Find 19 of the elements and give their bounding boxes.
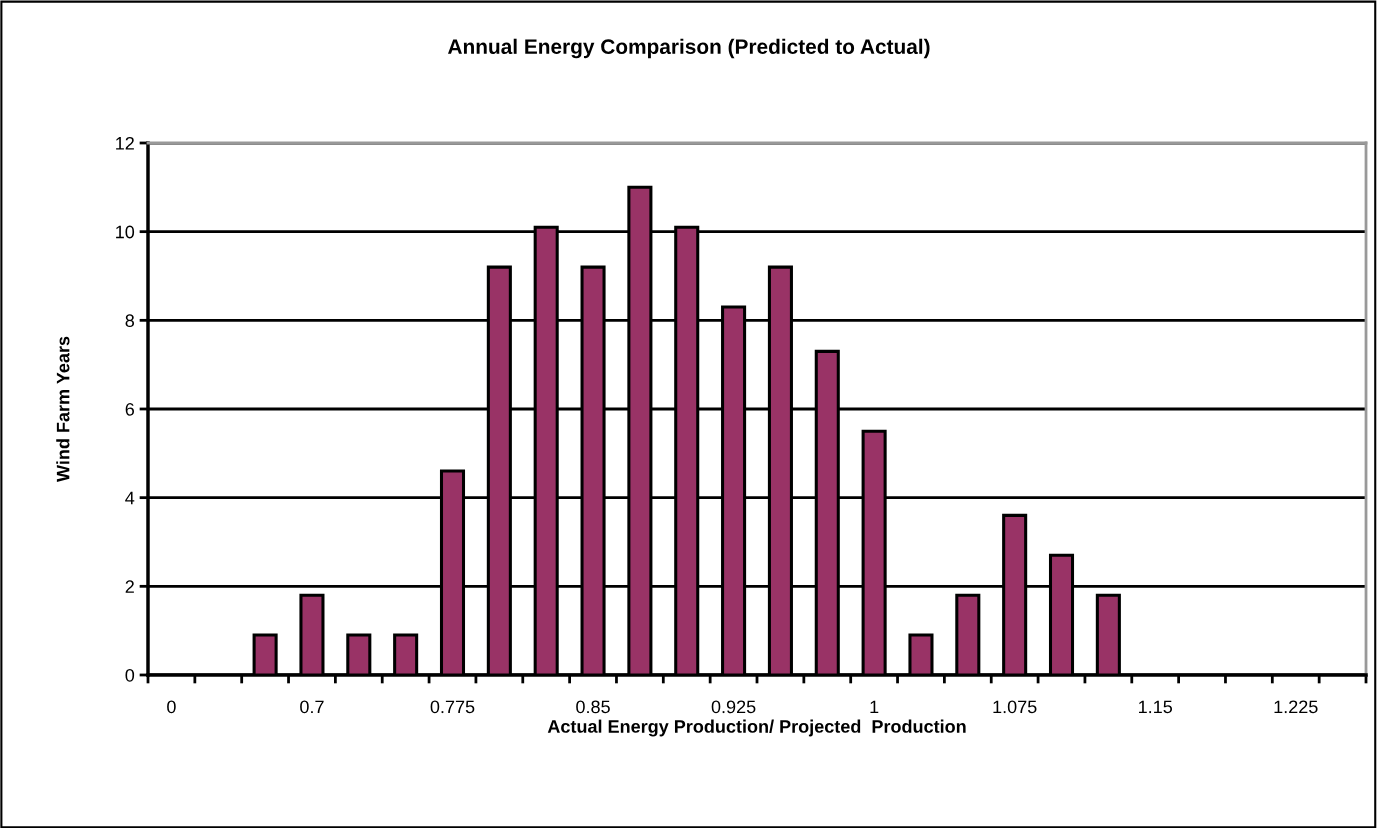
x-tick-label: 0.7 [300, 700, 324, 714]
x-tick-label: 0.775 [430, 700, 475, 714]
y-tick-label: 4 [125, 491, 135, 505]
y-tick-label: 12 [116, 136, 134, 150]
y-axis-title: Wind Farm Years [56, 336, 70, 482]
y-tick-label: 10 [116, 225, 135, 239]
y-tick-label: 6 [125, 402, 135, 416]
y-tick-label: 0 [125, 668, 135, 682]
x-tick-label: 1.225 [1274, 700, 1318, 714]
x-tick-label: 0.925 [711, 700, 756, 714]
x-tick-label: 0.85 [576, 700, 610, 714]
x-tick-label: 1.15 [1139, 700, 1173, 714]
x-tick-label: 1.075 [993, 700, 1037, 714]
chart-title: Annual Energy Comparison (Predicted to Actual) [447, 38, 930, 59]
y-tick-label: 2 [125, 580, 134, 593]
x-axis-title: Actual Energy Production/ Projected Production [547, 719, 966, 737]
x-tick-label: 0 [167, 700, 176, 714]
y-tick-label: 8 [125, 314, 135, 328]
x-tick-label: 1 [870, 700, 879, 714]
